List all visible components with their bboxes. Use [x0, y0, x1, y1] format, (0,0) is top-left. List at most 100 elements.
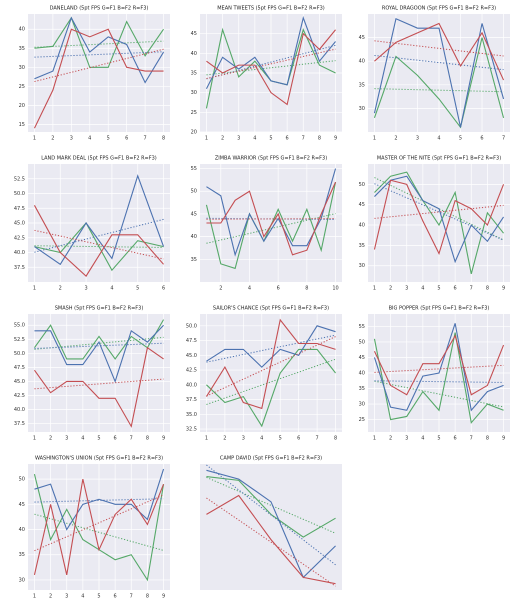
- series-line: [374, 22, 505, 81]
- series-line: [34, 222, 164, 272]
- y-tick-label: 40: [359, 223, 365, 229]
- x-tick-label: 5: [437, 286, 440, 292]
- trend-line: [206, 476, 336, 534]
- x-tick-label: 4: [253, 136, 256, 142]
- y-tick-label: 55.0: [14, 323, 25, 329]
- y-tick-label: 47.5: [14, 206, 25, 212]
- chart-title: MASTER OF THE NITE (5pt FPS G=F1 B=F2 R=…: [377, 156, 501, 162]
- y-tick-label: 35: [19, 46, 25, 52]
- x-tick-label: 7: [130, 436, 133, 442]
- x-tick-label: 1: [33, 594, 36, 600]
- x-tick-label: 8: [486, 436, 489, 442]
- trend-line: [374, 380, 504, 383]
- x-tick-label: 2: [389, 436, 392, 442]
- trend-line: [374, 183, 504, 241]
- x-tick-label: 5: [459, 136, 462, 142]
- x-tick-label: 6: [454, 436, 457, 442]
- series-line: [373, 332, 504, 424]
- x-tick-label: 9: [162, 594, 165, 600]
- series-line: [205, 16, 336, 89]
- series-line: [373, 179, 505, 256]
- y-tick-label: 40.0: [186, 382, 197, 388]
- chart-title: MEAN TWEETS (5pt FPS G=F1 B=F2 R=F3): [217, 6, 325, 12]
- y-tick-label: 50.0: [14, 351, 25, 357]
- x-tick-label: 4: [421, 436, 424, 442]
- x-tick-label: 4: [260, 436, 263, 442]
- series-line: [374, 171, 504, 275]
- y-tick-label: 37.5: [14, 421, 25, 427]
- y-tick-label: 37.5: [186, 397, 197, 403]
- x-tick-label: 7: [316, 436, 319, 442]
- y-tick-label: 35.0: [186, 412, 197, 418]
- y-tick-label: 25: [19, 84, 25, 90]
- y-tick-label: 50: [359, 182, 365, 188]
- x-tick-label: 1: [33, 286, 36, 292]
- series-line: [206, 325, 336, 368]
- y-tick-label: 45: [359, 202, 365, 208]
- x-tick-label: 5: [107, 136, 110, 142]
- x-tick-label: 8: [146, 594, 149, 600]
- y-tick-label: 45.0: [186, 353, 197, 359]
- x-tick-label: 6: [454, 286, 457, 292]
- x-tick-label: 7: [470, 436, 473, 442]
- trend-line: [206, 218, 336, 220]
- trend-line: [206, 464, 336, 566]
- trend-line: [206, 334, 336, 363]
- y-tick-label: 50: [359, 339, 365, 345]
- plot-area: [28, 14, 170, 132]
- x-tick-label: 4: [421, 286, 424, 292]
- y-tick-label: 25: [191, 110, 197, 116]
- x-tick-label: 3: [237, 136, 240, 142]
- series-line: [34, 319, 165, 360]
- series-line: [206, 29, 336, 106]
- y-tick-label: 40: [359, 59, 365, 65]
- y-tick-label: 35: [19, 552, 25, 558]
- x-tick-label: 4: [88, 136, 91, 142]
- trend-line: [34, 218, 164, 253]
- trend-line: [34, 378, 164, 390]
- x-tick-label: 1: [33, 436, 36, 442]
- x-tick-label: 4: [81, 436, 84, 442]
- x-tick-label: 1: [373, 136, 376, 142]
- x-tick-label: 7: [130, 594, 133, 600]
- y-tick-label: 50: [191, 189, 197, 195]
- y-tick-label: 35: [359, 243, 365, 249]
- x-tick-label: 2: [221, 136, 224, 142]
- y-tick-label: 40.0: [14, 250, 25, 256]
- trend-line: [34, 498, 164, 503]
- trend-line: [206, 497, 336, 587]
- x-tick-label: 9: [334, 136, 337, 142]
- x-tick-label: 2: [389, 286, 392, 292]
- series-line: [34, 16, 165, 84]
- y-tick-label: 55: [359, 324, 365, 330]
- x-tick-label: 8: [305, 286, 308, 292]
- y-tick-label: 15: [19, 122, 25, 128]
- series-line: [34, 16, 164, 68]
- x-tick-label: 7: [470, 286, 473, 292]
- y-tick-label: 30: [359, 106, 365, 112]
- trend-line: [206, 48, 336, 79]
- x-tick-label: 3: [65, 436, 68, 442]
- series-line: [33, 478, 165, 576]
- x-tick-label: 8: [334, 436, 337, 442]
- x-tick-label: 8: [486, 286, 489, 292]
- x-tick-label: 1: [205, 136, 208, 142]
- x-tick-label: 5: [279, 436, 282, 442]
- x-tick-label: 4: [248, 286, 251, 292]
- x-tick-label: 1: [205, 436, 208, 442]
- x-tick-label: 2: [49, 594, 52, 600]
- x-tick-label: 6: [162, 286, 165, 292]
- y-tick-label: 40: [19, 27, 25, 33]
- y-tick-label: 25: [359, 417, 365, 423]
- x-tick-label: 9: [502, 286, 505, 292]
- x-tick-label: 8: [318, 136, 321, 142]
- chart-title: ROYAL DRAGOON (5pt FPS G=F1 B=F2 R=F3): [382, 6, 496, 12]
- x-tick-label: 4: [437, 136, 440, 142]
- x-tick-label: 1: [373, 436, 376, 442]
- series-line: [373, 37, 505, 129]
- y-tick-label: 50.0: [14, 191, 25, 197]
- x-tick-label: 2: [51, 136, 54, 142]
- y-tick-label: 47.5: [14, 365, 25, 371]
- y-tick-label: 47.5: [186, 338, 197, 344]
